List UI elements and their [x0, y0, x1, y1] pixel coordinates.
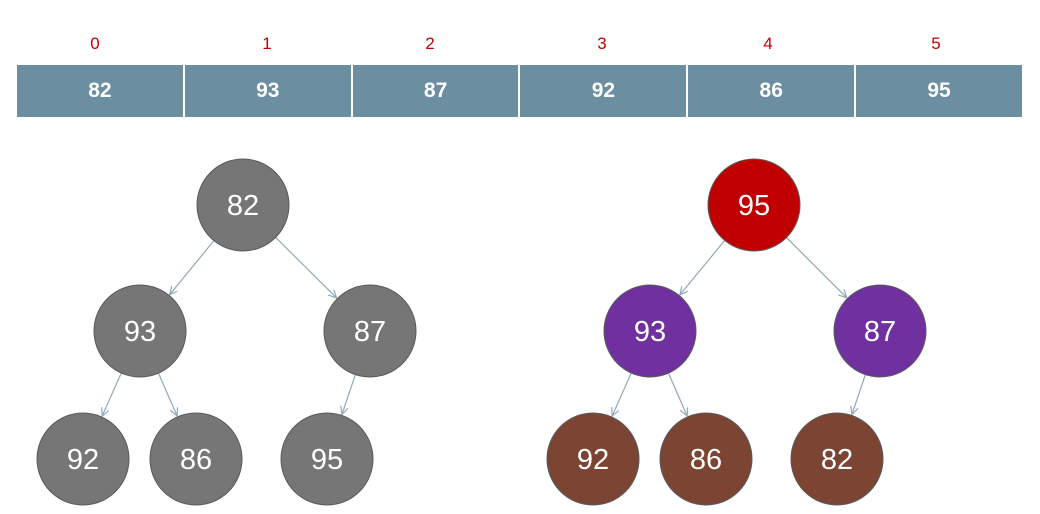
- tree-edge: [667, 372, 687, 416]
- tree-node: 87: [833, 284, 927, 378]
- tree-node-circle: [659, 412, 753, 506]
- tree-node: 92: [546, 412, 640, 506]
- tree-node-label: 86: [690, 444, 722, 476]
- tree-node: 93: [603, 284, 697, 378]
- tree-node-label: 95: [311, 444, 343, 476]
- tree-node-circle: [603, 284, 697, 378]
- tree-edge: [852, 374, 866, 415]
- tree-edge: [786, 237, 847, 298]
- tree-edge: [102, 372, 122, 416]
- tree-edge: [170, 240, 215, 295]
- array-index-5: 5: [931, 34, 941, 53]
- tree-node-circle: [790, 412, 884, 506]
- array-index-3: 3: [597, 34, 607, 53]
- tree-node-label: 86: [180, 444, 212, 476]
- array-cell-4: 86: [688, 65, 857, 117]
- tree-node-label: 93: [634, 316, 666, 348]
- tree-node: 93: [93, 284, 187, 378]
- tree-node-circle: [707, 158, 801, 252]
- tree-node: 95: [707, 158, 801, 252]
- tree-node-circle: [323, 284, 417, 378]
- tree-node-circle: [546, 412, 640, 506]
- tree-node: 86: [659, 412, 753, 506]
- edges-layer: [102, 236, 866, 416]
- tree-node-label: 92: [67, 444, 99, 476]
- tree-node-label: 87: [864, 316, 896, 348]
- tree-node-label: 93: [124, 316, 156, 348]
- array-index-2: 2: [425, 34, 435, 53]
- tree-node-label: 92: [577, 444, 609, 476]
- array-index-4: 4: [763, 34, 773, 53]
- array-cell-5: 95: [927, 79, 951, 102]
- tree-edge: [680, 240, 726, 294]
- tree-node-circle: [280, 412, 374, 506]
- array-index-1: 1: [262, 34, 272, 53]
- array-cell-2: 87: [353, 65, 521, 117]
- tree-node-circle: [93, 284, 187, 378]
- array-cell-3: 92: [520, 65, 689, 117]
- tree-node-label: 87: [354, 316, 386, 348]
- tree-node-label: 82: [821, 444, 853, 476]
- nodes-layer: 82 93 87 92 86 95 95 93 87 92 86 82: [36, 158, 927, 506]
- tree-node: 82: [790, 412, 884, 506]
- tree-edge: [342, 374, 356, 415]
- array-cell-1: 93: [185, 65, 353, 117]
- tree-node-circle: [149, 412, 243, 506]
- tree-edge: [612, 372, 632, 416]
- tree-node-circle: [833, 284, 927, 378]
- tree-node: 87: [323, 284, 417, 378]
- tree-edge: [157, 372, 177, 416]
- tree-edge: [275, 236, 337, 297]
- tree-node: 95: [280, 412, 374, 506]
- array-index-0: 0: [90, 34, 100, 53]
- array-row: 82 93 87 92 86 95: [17, 65, 1022, 117]
- array-cell-0: 82: [17, 65, 185, 117]
- tree-node-circle: [36, 412, 130, 506]
- tree-node-circle: [196, 158, 290, 252]
- tree-node-label: 95: [738, 190, 770, 222]
- tree-node: 86: [149, 412, 243, 506]
- tree-node-label: 82: [227, 190, 259, 222]
- tree-node: 82: [196, 158, 290, 252]
- tree-node: 92: [36, 412, 130, 506]
